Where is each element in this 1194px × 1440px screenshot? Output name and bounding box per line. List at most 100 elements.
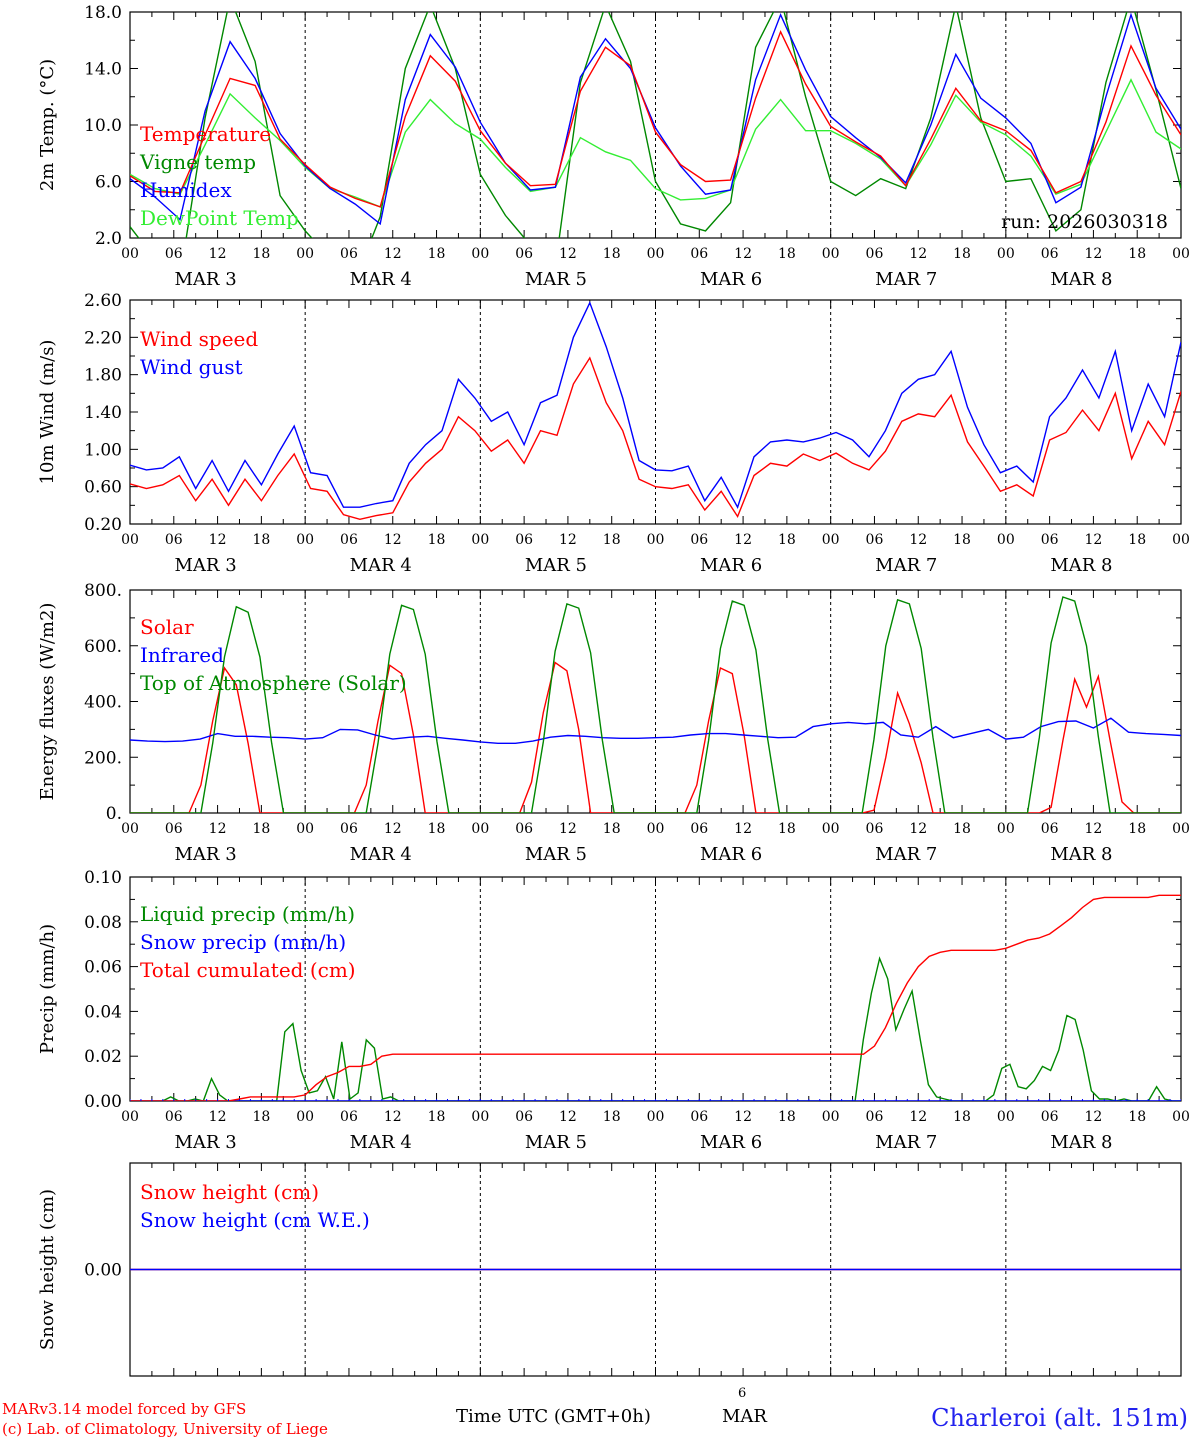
y-tick-label: 2.0 [95, 229, 122, 249]
x-tick-label: 00 [471, 821, 489, 837]
day-label: MAR 7 [875, 269, 937, 290]
x-tick-label: 06 [1041, 246, 1059, 262]
x-tick-label: 12 [1085, 1109, 1103, 1125]
day-label: MAR 5 [525, 555, 587, 576]
x-tick-label: 06 [515, 246, 533, 262]
legend-entry: Snow height (cm) [140, 1180, 319, 1204]
x-tick-label: 00 [822, 246, 840, 262]
series-group [130, 12, 1181, 238]
day-label: MAR 8 [1050, 844, 1112, 865]
x-tick-label: 12 [909, 821, 927, 837]
x-tick-label: 12 [559, 532, 577, 548]
x-tick-label: 06 [165, 821, 183, 837]
x-tick-label: 12 [909, 532, 927, 548]
x-tick-label: 00 [121, 821, 139, 837]
y-tick-label: 0.00 [84, 1261, 122, 1281]
x-tick-label: 06 [690, 1109, 708, 1125]
x-tick-label: 00 [647, 1109, 665, 1125]
model-credit: MARv3.14 model forced by GFS [2, 1400, 247, 1418]
day-label: MAR 4 [350, 555, 412, 576]
y-axis-label: Snow height (cm) [37, 1189, 58, 1350]
y-tick-label: 1.80 [84, 366, 122, 386]
x-tick-label: 06 [515, 1109, 533, 1125]
x-tick-label: 12 [559, 246, 577, 262]
x-tick-label: 06 [690, 821, 708, 837]
day-label: MAR 3 [175, 844, 237, 865]
x-tick-label: 00 [647, 532, 665, 548]
legend-entry: Wind gust [140, 355, 243, 379]
legend-entry: Humidex [140, 178, 232, 202]
day-label: MAR 5 [525, 1132, 587, 1153]
x-tick-label: 06 [866, 246, 884, 262]
y-axis-label: 10m Wind (m/s) [37, 340, 58, 485]
x-tick-label: 00 [471, 246, 489, 262]
x-tick-label: 00 [121, 532, 139, 548]
day-label: MAR 7 [875, 1132, 937, 1153]
panel-energy-fluxes: 0. 200. 400. 600. 800. Energy fluxes (W/m2) 00… [37, 581, 1190, 865]
x-tick-label: 00 [647, 246, 665, 262]
x-tick-label: 06 [515, 821, 533, 837]
time-axis-label: Time UTC (GMT+0h) [456, 1406, 651, 1427]
x-tick-label: 00 [997, 821, 1015, 837]
y-tick-label: 0.20 [84, 515, 122, 535]
y-tick-label: 1.40 [84, 403, 122, 423]
day-label: MAR 6 [700, 555, 762, 576]
x-tick-label: 06 [340, 1109, 358, 1125]
y-tick-label: 0.60 [84, 478, 122, 498]
x-tick-label: 00 [647, 821, 665, 837]
x-tick-label: 00 [1172, 246, 1190, 262]
series-group [130, 596, 1181, 813]
day-label: MAR 6 [700, 269, 762, 290]
x-tick-label: 18 [1128, 246, 1146, 262]
y-tick-label: 200. [84, 748, 122, 768]
x-tick-label: 18 [252, 1109, 270, 1125]
x-tick-label: 12 [734, 532, 752, 548]
x-tick-label: 12 [384, 532, 402, 548]
y-tick-label: 400. [84, 693, 122, 713]
y-tick-label: 0.00 [84, 1092, 122, 1112]
x-tick-label: 12 [734, 246, 752, 262]
day-label: MAR 8 [1050, 1132, 1112, 1153]
x-tick-label: 06 [690, 532, 708, 548]
series-line-total-cumulated-cm- [130, 894, 1181, 1101]
day-label: MAR 4 [350, 269, 412, 290]
x-tick-label: 00 [296, 246, 314, 262]
legend-entry: Wind speed [140, 327, 258, 351]
day-label: MAR 7 [875, 555, 937, 576]
day-label: MAR 7 [875, 844, 937, 865]
x-tick-label: 12 [384, 1109, 402, 1125]
x-tick-label: 18 [1128, 821, 1146, 837]
x-tick-label: 12 [1085, 821, 1103, 837]
series-line-liquid-precip-mm-h- [130, 956, 1181, 1101]
x-tick-label: 06 [340, 821, 358, 837]
y-tick-label: 800. [84, 581, 122, 601]
x-tick-label: 18 [428, 1109, 446, 1125]
x-tick-label: 18 [428, 246, 446, 262]
x-tick-label: 00 [822, 1109, 840, 1125]
x-tick-label: 06 [1041, 532, 1059, 548]
day-label: MAR 6 [700, 844, 762, 865]
x-tick-label: 00 [1172, 821, 1190, 837]
x-tick-label: 12 [559, 821, 577, 837]
x-tick-label: 18 [603, 1109, 621, 1125]
x-tick-label: 12 [209, 821, 227, 837]
y-tick-label: 10.0 [84, 116, 122, 136]
x-tick-label: 12 [384, 821, 402, 837]
x-tick-label: 00 [997, 1109, 1015, 1125]
x-tick-label: 00 [471, 532, 489, 548]
day-label: MAR 4 [350, 1132, 412, 1153]
panel-precip: 0.00 0.02 0.04 0.06 0.08 0.10 Precip (mm/h) 00 0… [37, 868, 1190, 1153]
day-label: MAR 8 [1050, 269, 1112, 290]
x-tick-label: 18 [1128, 1109, 1146, 1125]
series-line-wind-speed [130, 356, 1181, 521]
day-label: MAR 8 [1050, 555, 1112, 576]
x-tick-label: 18 [953, 1109, 971, 1125]
y-tick-label: 0.06 [84, 958, 122, 978]
panel-frame [129, 299, 1182, 525]
y-tick-label: 0.02 [84, 1047, 122, 1067]
day-label: MAR 5 [525, 844, 587, 865]
series-line-wind-gust [130, 301, 1181, 509]
panel-snow-height: 0.00 Snow height (cm) Snow height (cm) Snow… [37, 1162, 1182, 1377]
x-tick-label: 00 [121, 1109, 139, 1125]
